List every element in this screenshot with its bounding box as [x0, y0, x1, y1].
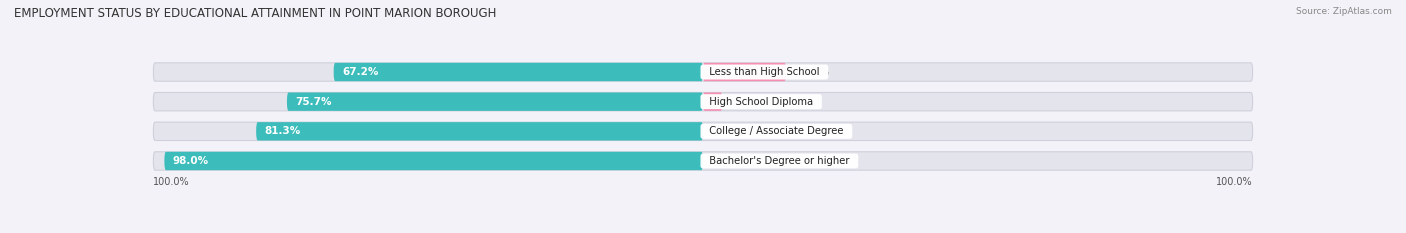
- Text: 0.0%: 0.0%: [717, 156, 742, 166]
- Text: Bachelor's Degree or higher: Bachelor's Degree or higher: [703, 156, 856, 166]
- FancyBboxPatch shape: [256, 122, 703, 140]
- Text: EMPLOYMENT STATUS BY EDUCATIONAL ATTAINMENT IN POINT MARION BOROUGH: EMPLOYMENT STATUS BY EDUCATIONAL ATTAINM…: [14, 7, 496, 20]
- FancyBboxPatch shape: [287, 93, 703, 111]
- Text: 81.3%: 81.3%: [264, 126, 301, 136]
- Text: 100.0%: 100.0%: [153, 177, 190, 187]
- Text: 0.0%: 0.0%: [717, 126, 742, 136]
- Text: 67.2%: 67.2%: [342, 67, 378, 77]
- Text: High School Diploma: High School Diploma: [703, 97, 820, 107]
- FancyBboxPatch shape: [153, 122, 1253, 140]
- Text: 75.7%: 75.7%: [295, 97, 332, 107]
- FancyBboxPatch shape: [703, 93, 723, 111]
- FancyBboxPatch shape: [153, 152, 1253, 170]
- FancyBboxPatch shape: [333, 63, 703, 81]
- FancyBboxPatch shape: [703, 63, 786, 81]
- Text: 98.0%: 98.0%: [173, 156, 208, 166]
- FancyBboxPatch shape: [165, 152, 703, 170]
- Text: College / Associate Degree: College / Associate Degree: [703, 126, 849, 136]
- Text: Source: ZipAtlas.com: Source: ZipAtlas.com: [1296, 7, 1392, 16]
- Text: 15.1%: 15.1%: [797, 67, 830, 77]
- Text: 3.5%: 3.5%: [734, 97, 759, 107]
- Text: Less than High School: Less than High School: [703, 67, 825, 77]
- Text: 100.0%: 100.0%: [1216, 177, 1253, 187]
- FancyBboxPatch shape: [153, 63, 1253, 81]
- FancyBboxPatch shape: [153, 93, 1253, 111]
